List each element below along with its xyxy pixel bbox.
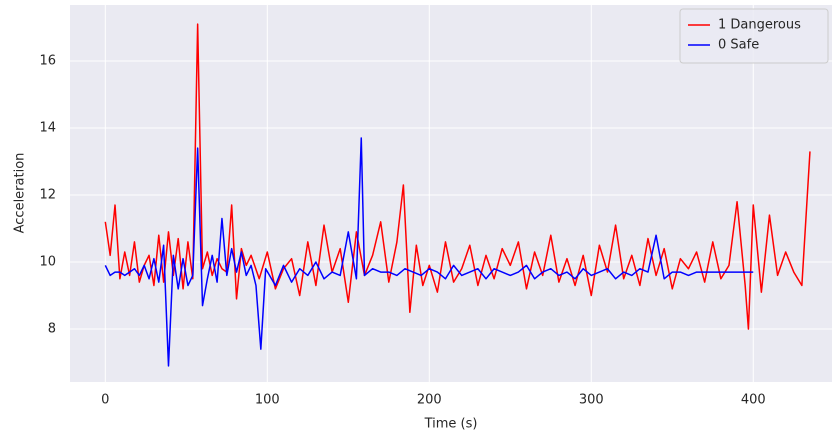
- data-line: [104, 137, 754, 367]
- legend-box: [679, 8, 829, 64]
- y-tick-label: 10: [39, 255, 56, 270]
- x-tick-label: 400: [741, 393, 766, 408]
- x-tick-label: 300: [579, 393, 604, 408]
- y-axis-label: Acceleration: [13, 153, 28, 234]
- x-tick-label: 0: [101, 393, 109, 408]
- x-axis-label: Time (s): [424, 417, 478, 432]
- y-tick-label: 8: [48, 322, 56, 337]
- legend-label: 0 Safe: [718, 38, 759, 53]
- y-tick-label: 12: [39, 188, 56, 203]
- legend-label: 1 Dangerous: [718, 18, 801, 33]
- y-tick-label: 16: [39, 53, 56, 68]
- data-line: [104, 23, 811, 330]
- x-tick-label: 200: [417, 393, 442, 408]
- x-tick-label: 100: [255, 393, 280, 408]
- y-tick-label: 14: [39, 120, 56, 135]
